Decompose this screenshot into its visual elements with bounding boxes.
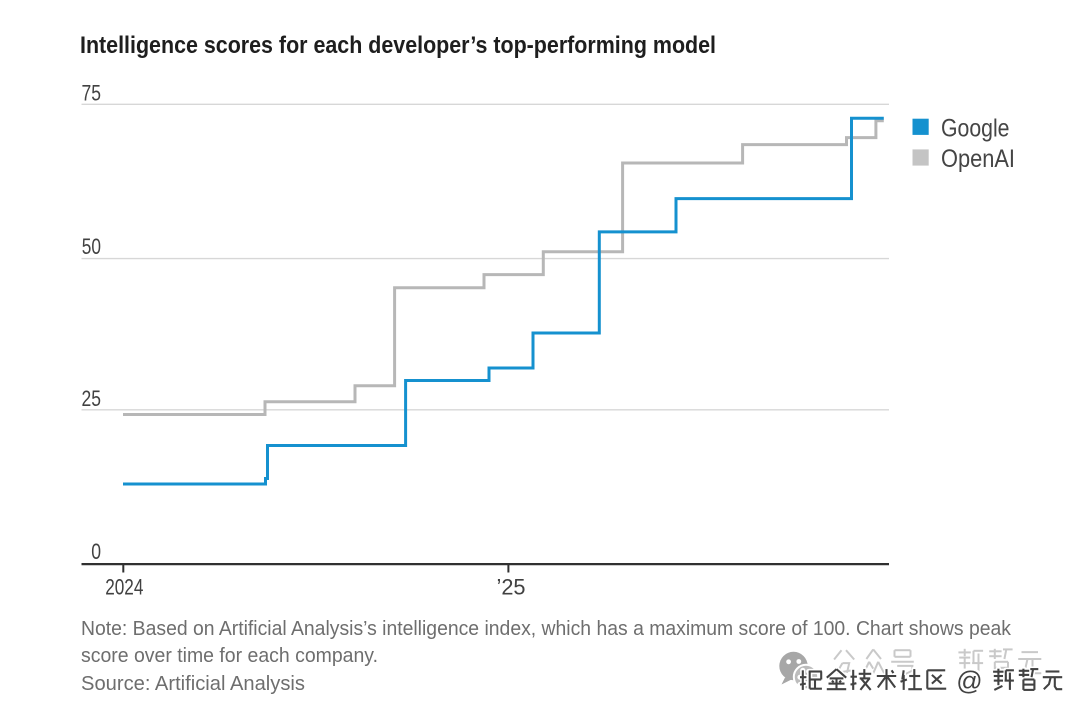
- svg-text:25: 25: [82, 386, 102, 411]
- svg-text:Source: Artificial Analysis: Source: Artificial Analysis: [81, 673, 305, 695]
- svg-text:@: @: [956, 666, 982, 696]
- svg-text:Note: Based on Artificial Anal: Note: Based on Artificial Analysis’s int…: [81, 618, 1012, 640]
- svg-text:75: 75: [82, 81, 102, 106]
- svg-text:OpenAI: OpenAI: [941, 145, 1015, 173]
- svg-text:score over time for each compa: score over time for each company.: [81, 645, 378, 667]
- svg-text:2024: 2024: [105, 575, 143, 600]
- svg-text:Google: Google: [941, 115, 1010, 143]
- svg-text:0: 0: [91, 539, 101, 564]
- svg-text:’25: ’25: [497, 575, 526, 600]
- svg-text:Intelligence scores for each d: Intelligence scores for each developer’s…: [80, 32, 716, 59]
- svg-text:50: 50: [82, 234, 101, 259]
